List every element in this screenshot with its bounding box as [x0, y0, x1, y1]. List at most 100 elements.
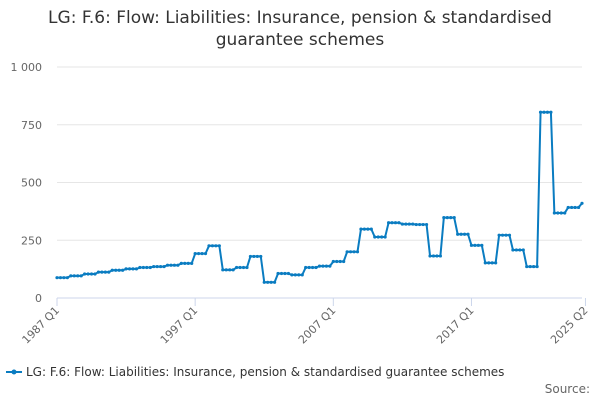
data-point[interactable] — [549, 110, 553, 114]
data-point[interactable] — [404, 222, 408, 226]
data-point[interactable] — [507, 233, 512, 237]
data-point[interactable] — [383, 235, 387, 239]
data-point[interactable] — [200, 252, 204, 256]
data-point[interactable] — [162, 264, 166, 269]
data-point[interactable] — [459, 232, 463, 236]
data-point[interactable] — [207, 244, 211, 248]
data-point[interactable] — [411, 222, 415, 226]
data-point[interactable] — [393, 221, 398, 225]
data-point[interactable] — [293, 273, 297, 277]
data-point[interactable] — [214, 244, 218, 248]
data-point[interactable] — [504, 233, 508, 237]
data-point[interactable] — [407, 222, 411, 226]
data-point[interactable] — [345, 250, 349, 254]
data-point[interactable] — [252, 254, 256, 259]
data-point[interactable] — [172, 263, 177, 267]
data-point[interactable] — [518, 248, 522, 252]
data-point[interactable] — [542, 110, 546, 114]
data-point[interactable] — [155, 264, 159, 269]
data-point[interactable] — [65, 276, 69, 280]
data-point[interactable] — [124, 267, 128, 271]
data-point[interactable] — [438, 254, 442, 258]
data-point[interactable] — [452, 216, 456, 220]
data-point[interactable] — [421, 222, 425, 227]
data-point[interactable] — [556, 211, 560, 215]
data-point[interactable] — [390, 221, 394, 225]
data-point[interactable] — [193, 252, 197, 256]
data-point[interactable] — [494, 261, 498, 265]
legend[interactable]: LG: F.6: Flow: Liabilities: Insurance, p… — [6, 365, 504, 379]
data-point[interactable] — [359, 227, 363, 231]
data-point[interactable] — [376, 235, 380, 239]
data-point[interactable] — [424, 222, 429, 227]
data-point[interactable] — [93, 272, 97, 276]
data-point[interactable] — [511, 248, 515, 252]
data-point[interactable] — [514, 248, 518, 252]
data-point[interactable] — [566, 205, 570, 210]
data-point[interactable] — [58, 276, 63, 280]
data-point[interactable] — [121, 268, 125, 272]
data-point[interactable] — [373, 235, 377, 239]
data-point[interactable] — [197, 252, 201, 256]
data-point[interactable] — [131, 267, 135, 271]
data-point[interactable] — [338, 259, 342, 264]
data-point[interactable] — [179, 261, 183, 265]
data-point[interactable] — [127, 267, 132, 271]
data-point[interactable] — [476, 243, 480, 247]
data-point[interactable] — [362, 227, 366, 231]
data-point[interactable] — [576, 205, 581, 210]
data-point[interactable] — [159, 264, 163, 269]
data-point[interactable] — [297, 273, 301, 277]
data-point[interactable] — [321, 264, 325, 268]
data-point[interactable] — [428, 254, 432, 258]
data-point[interactable] — [148, 265, 152, 270]
data-point[interactable] — [487, 261, 491, 265]
data-point[interactable] — [456, 232, 460, 236]
data-point[interactable] — [366, 227, 370, 231]
data-point[interactable] — [521, 248, 525, 252]
data-point[interactable] — [110, 268, 114, 272]
data-point[interactable] — [107, 270, 111, 274]
data-point[interactable] — [545, 110, 550, 114]
data-point[interactable] — [314, 265, 318, 270]
data-point[interactable] — [473, 243, 477, 247]
data-point[interactable] — [462, 232, 467, 236]
data-point[interactable] — [203, 252, 208, 256]
data-point[interactable] — [224, 268, 228, 272]
data-point[interactable] — [307, 265, 311, 270]
data-point[interactable] — [141, 265, 145, 270]
data-point[interactable] — [525, 264, 529, 269]
data-point[interactable] — [89, 272, 94, 276]
data-point[interactable] — [535, 264, 539, 269]
data-point[interactable] — [573, 205, 577, 210]
data-point[interactable] — [262, 280, 266, 284]
data-point[interactable] — [497, 233, 501, 237]
data-point[interactable] — [114, 268, 118, 272]
data-point[interactable] — [235, 265, 239, 270]
data-point[interactable] — [259, 254, 263, 259]
data-point[interactable] — [300, 273, 304, 277]
data-point[interactable] — [310, 265, 315, 270]
data-point[interactable] — [145, 265, 149, 270]
data-point[interactable] — [103, 270, 107, 274]
data-point[interactable] — [500, 233, 505, 237]
data-point[interactable] — [480, 243, 484, 247]
data-point[interactable] — [552, 211, 556, 215]
data-point[interactable] — [210, 244, 215, 248]
data-point[interactable] — [165, 263, 170, 267]
data-point[interactable] — [231, 268, 235, 272]
data-point[interactable] — [86, 272, 90, 276]
data-point[interactable] — [369, 227, 373, 231]
data-point[interactable] — [324, 264, 329, 268]
data-point[interactable] — [83, 272, 87, 276]
data-point[interactable] — [414, 222, 418, 227]
data-point[interactable] — [355, 250, 360, 254]
data-point[interactable] — [152, 264, 156, 269]
data-point[interactable] — [117, 268, 121, 272]
data-point[interactable] — [266, 280, 270, 284]
data-point[interactable] — [380, 235, 384, 239]
data-point[interactable] — [138, 265, 142, 270]
data-point[interactable] — [342, 259, 346, 264]
data-point[interactable] — [442, 216, 446, 220]
data-point[interactable] — [228, 268, 232, 272]
